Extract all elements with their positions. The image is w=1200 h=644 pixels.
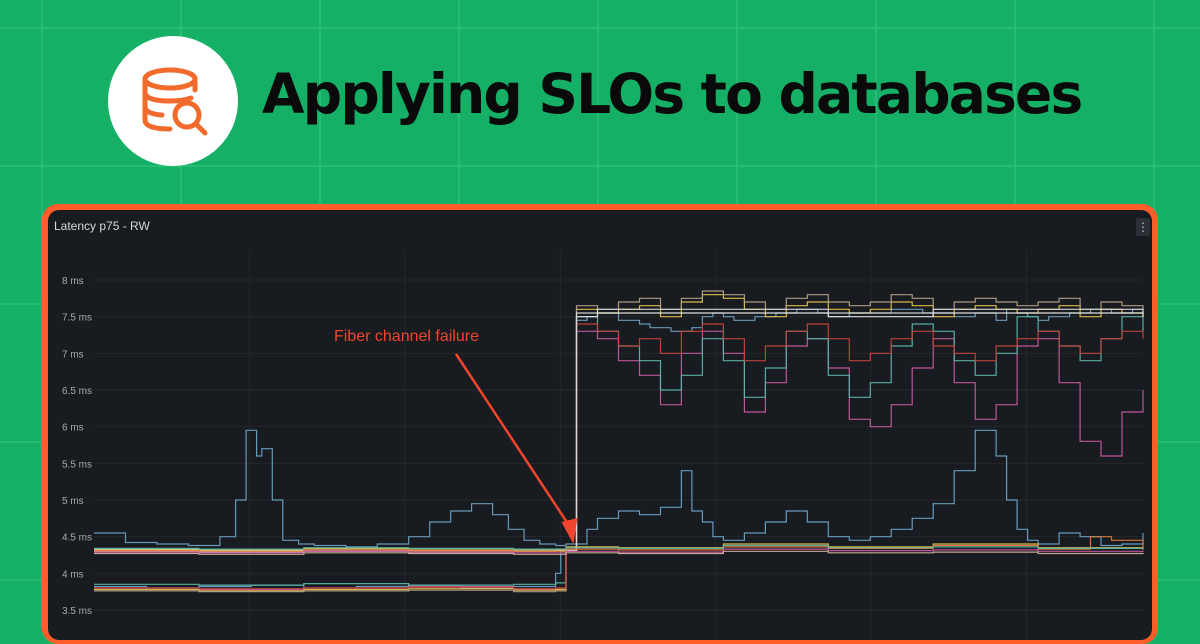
y-tick-label: 5 ms [62,496,84,507]
series-line-13 [94,550,1144,555]
annotation-arrow-shaft [454,353,571,527]
y-tick-label: 7 ms [62,349,84,360]
annotation-label: Fiber channel failure [334,328,479,345]
series-line-6 [94,323,1144,590]
latency-chart: 8 ms 7.5 ms 7 ms 6.5 ms 6 ms 5.5 ms 5 ms 4.5 ms… [62,250,1144,640]
latency-panel: Latency p75 - RW ⋮ 8 ms 7.5 ms 7 ms 6.5 ms 6… [48,210,1152,640]
y-tick-label: 4 ms [62,569,84,580]
logo-badge [108,36,238,166]
series-line-11 [94,548,1144,554]
annotation-arrow-head [561,518,578,544]
series-line-1 [94,429,1144,589]
series-line-12 [94,544,1144,550]
y-tick-label: 5.5 ms [62,459,92,470]
y-tick-label: 3.5 ms [62,606,92,617]
y-tick-label: 8 ms [62,276,84,287]
y-tick-label: 6.5 ms [62,386,92,397]
y-tick-label: 7.5 ms [62,313,92,324]
database-search-icon [142,67,208,136]
series-line-0 [94,308,1144,548]
y-tick-label: 6 ms [62,423,84,434]
panel-title: Latency p75 - RW [54,219,150,233]
panel-menu-button[interactable]: ⋮ [1136,218,1150,236]
y-tick-label: 4.5 ms [62,533,92,544]
headline: Applying SLOs to databases [262,62,1083,126]
